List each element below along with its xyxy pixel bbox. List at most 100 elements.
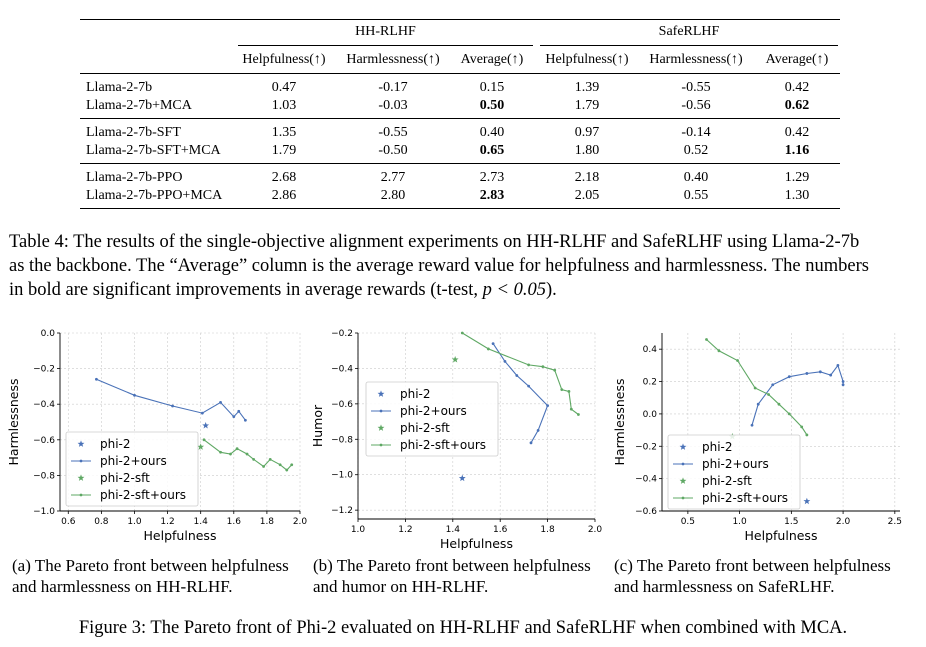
data-point-phi-2+ours xyxy=(243,418,247,422)
caption-text: in bold are significant improvements in … xyxy=(9,280,483,300)
y-axis-label: Harmlessness xyxy=(612,379,627,466)
col-header: Helpfulness(↑) xyxy=(242,52,326,67)
col-header: Harmlessness(↑) xyxy=(649,52,743,67)
data-point-phi-2+ours xyxy=(200,411,204,415)
data-point-phi-2-sft+ours xyxy=(219,450,222,454)
table-cell: 1.03 xyxy=(271,98,297,113)
x-axis-label: Helpfulness xyxy=(144,528,217,543)
data-point-phi-2-sft+ours xyxy=(527,363,531,367)
x-tick-label: 2.0 xyxy=(836,517,851,527)
subcaption-line: and harmlessness on SafeRLHF. xyxy=(614,577,835,596)
table-cell: 2.86 xyxy=(271,188,297,203)
caption-text: ). xyxy=(546,280,557,300)
table-cell: 2.73 xyxy=(479,170,505,185)
group-header-hh-rlhf: HH-RLHF xyxy=(355,24,416,39)
y-tick-label: −0.4 xyxy=(635,475,657,485)
data-point-phi-2+ours xyxy=(171,404,174,408)
x-tick-label: 1.6 xyxy=(227,517,242,527)
y-axis-label: Harmlessness xyxy=(6,379,21,466)
data-point-phi-2+ours xyxy=(527,384,531,388)
data-point-phi-2+ours xyxy=(536,429,540,432)
group-underline-safe xyxy=(540,45,838,46)
data-point-phi-2-sft+ours xyxy=(787,412,791,416)
group-header-saferlhf: SafeRLHF xyxy=(658,24,720,39)
data-point-phi-2-sft+ours xyxy=(753,386,757,390)
legend-star-icon xyxy=(77,440,85,447)
data-point-phi-2+ours xyxy=(771,383,775,387)
legend-label: phi-2 xyxy=(702,440,733,454)
series-line-phi-2-sft+ours xyxy=(706,339,808,436)
data-point-phi-2-sft+ours xyxy=(252,457,256,461)
data-point-phi-2+ours xyxy=(237,409,241,413)
legend-label: phi-2-sft+ours xyxy=(100,488,186,502)
row-label: Llama-2-7b-SFT+MCA xyxy=(86,143,221,158)
subcaption-line: and harmlessness on HH-RLHF. xyxy=(12,577,233,596)
data-point-phi-2+ours xyxy=(805,372,809,375)
row-label: Llama-2-7b-SFT xyxy=(86,125,181,140)
subcaption-line: (a) The Pareto front between helpfulness xyxy=(12,556,289,575)
table-caption: Table 4: The results of the single-objec… xyxy=(9,230,921,302)
y-tick-label: −0.4 xyxy=(331,364,353,374)
data-point-phi-2+ours xyxy=(133,393,136,397)
col-header: Average(↑) xyxy=(460,52,524,67)
x-tick-label: 1.5 xyxy=(784,517,798,527)
y-tick-label: −0.6 xyxy=(33,436,55,446)
y-tick-label: 0.2 xyxy=(643,378,657,388)
data-point-phi-2+ours xyxy=(787,375,791,379)
data-point-phi-2+ours xyxy=(756,402,760,406)
table-cell: -0.03 xyxy=(378,98,408,113)
table-cell: 0.15 xyxy=(479,80,505,95)
chart-a-pareto-hh-harmlessness: 0.6 0.8 1.0 1.2 1.4 1.6 1.8 2.0 0.0 −0.2 −0.4 −0.6 −… xyxy=(6,329,307,543)
table-cell: 2.80 xyxy=(380,188,406,203)
star-marker-phi-2-sft xyxy=(197,443,205,450)
y-tick-label: −0.8 xyxy=(331,435,353,445)
data-point-phi-2-sft+ours xyxy=(229,452,232,456)
table-cell: 0.50 xyxy=(479,98,505,113)
legend-label: phi-2-sft+ours xyxy=(400,438,486,452)
table-cell: -0.56 xyxy=(681,98,711,113)
legend-label: phi-2 xyxy=(100,437,131,451)
legend-dot-icon xyxy=(681,496,685,500)
data-point-phi-2-sft+ours xyxy=(805,433,809,437)
legend-star-icon xyxy=(377,424,385,431)
data-point-phi-2-sft+ours xyxy=(567,390,571,393)
x-tick-label: 1.8 xyxy=(540,525,555,535)
data-point-phi-2-sft+ours xyxy=(486,347,490,351)
legend-dot-icon xyxy=(681,462,685,466)
star-marker-phi-2-sft xyxy=(451,355,459,363)
y-tick-label: −1.0 xyxy=(331,471,353,481)
subcaption-line: and humor on HH-RLHF. xyxy=(313,577,489,596)
col-header: Helpfulness(↑) xyxy=(545,52,629,67)
legend-star-icon xyxy=(377,390,385,397)
x-tick-label: 1.0 xyxy=(732,517,747,527)
y-tick-label: −0.8 xyxy=(33,471,55,481)
x-tick-label: 0.8 xyxy=(94,517,109,527)
data-point-phi-2-sft+ours xyxy=(577,413,580,416)
table-caption-line: in bold are significant improvements in … xyxy=(9,278,921,302)
table-cell: -0.55 xyxy=(681,80,711,95)
table-cell: 1.29 xyxy=(784,170,810,185)
table-cell: 1.30 xyxy=(784,188,810,203)
x-tick-label: 1.2 xyxy=(398,525,412,535)
data-point-phi-2+ours xyxy=(829,373,833,377)
table-cell: 0.42 xyxy=(784,80,810,95)
chart-b-pareto-hh-humor: 1.0 1.2 1.4 1.6 1.8 2.0 −0.2 −0.4 −0.6 −0.8 −1.0 −1… xyxy=(310,329,602,550)
figure-caption: Figure 3: The Pareto front of Phi-2 eval… xyxy=(78,618,848,638)
row-label: Llama-2-7b xyxy=(86,80,153,95)
y-tick-label: 0.4 xyxy=(643,345,658,355)
data-point-phi-2-sft+ours xyxy=(717,349,721,353)
data-point-phi-2-sft+ours xyxy=(777,402,781,406)
data-point-phi-2+ours xyxy=(232,415,236,419)
x-tick-label: 1.4 xyxy=(194,517,209,527)
data-point-phi-2-sft+ours xyxy=(245,452,249,456)
legend-dot-icon xyxy=(79,493,83,497)
data-point-phi-2+ours xyxy=(841,380,845,383)
data-point-phi-2+ours xyxy=(818,370,822,374)
table-cell: -0.14 xyxy=(681,125,711,140)
data-point-phi-2+ours xyxy=(515,374,519,377)
data-point-phi-2+ours xyxy=(841,383,845,387)
table-cell: 1.80 xyxy=(574,143,600,158)
legend-label: phi-2-sft+ours xyxy=(702,491,788,505)
data-point-phi-2+ours xyxy=(491,342,495,346)
data-point-phi-2-sft+ours xyxy=(560,388,564,392)
